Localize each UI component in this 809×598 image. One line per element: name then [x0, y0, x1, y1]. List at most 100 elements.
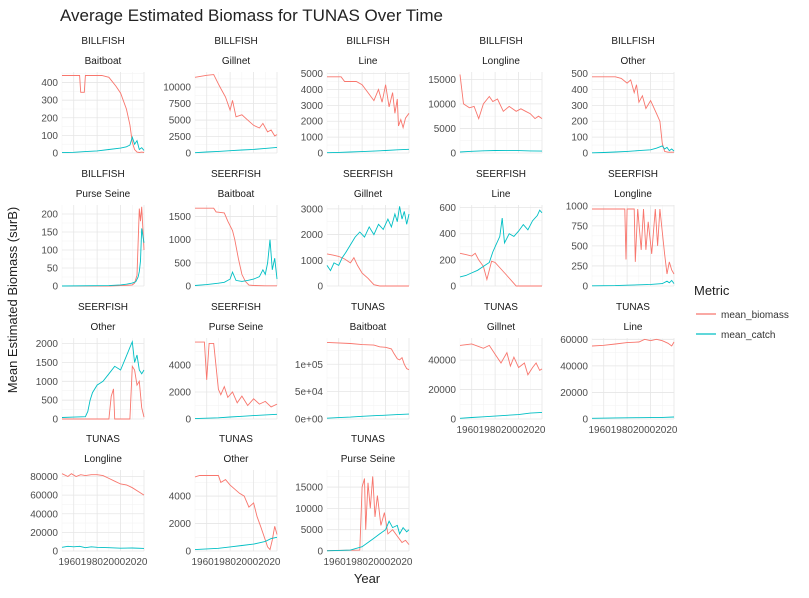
series-line-mean-catch [61, 340, 145, 418]
strip-gear-label: Other [223, 454, 249, 465]
panel-billfish-gillnet: BILLFISH Gillnet 0 2500 5000 7500 10000 [163, 36, 278, 160]
y-tick-label: 300 [41, 96, 58, 107]
y-tick-label: 1500 [169, 212, 192, 223]
y-tick-label: 20000 [428, 385, 456, 396]
y-tick-label: 40000 [30, 509, 58, 520]
panel-seerfish-line: SEERFISH Line 0 200 400 600 [439, 169, 543, 293]
y-tick-label: 500 [571, 69, 588, 80]
x-tick-labels: 1960198020002020 [589, 425, 678, 436]
series-line-mean-catch [194, 146, 278, 154]
y-tick-label: 20000 [560, 388, 588, 399]
strip-gear-label: Other [620, 56, 646, 67]
series-line-mean-catch [459, 149, 543, 153]
strip-group-label: SEERFISH [78, 302, 128, 313]
panel-tunas-gillnet: TUNAS Gillnet 0 20000 40000 1960198020002020 [428, 302, 546, 436]
strip-group-label: TUNAS [219, 434, 253, 445]
series-line-mean-biomass [326, 341, 410, 371]
strip-gear-label: Baitboat [218, 189, 255, 200]
y-tick-label: 100 [571, 133, 588, 144]
series-line-mean-biomass [459, 343, 543, 376]
y-tick-label: 2000 [169, 388, 192, 399]
series-line-mean-biomass [326, 253, 409, 287]
panel-billfish-other: BILLFISH Other 0 100 200 300 400 500 [571, 36, 675, 160]
y-tick-label: 0 [52, 415, 58, 426]
strip-gear-label: Purse Seine [209, 322, 264, 333]
panel-billfish-purse-seine: BILLFISH Purse Seine 0 50 100 150 200 [41, 169, 145, 293]
y-tick-label: 2000 [36, 339, 59, 350]
x-tick-labels: 1960198020002020 [192, 557, 281, 568]
y-tick-label: 200 [41, 210, 58, 221]
series-line-mean-catch [194, 413, 278, 420]
y-tick-label: 5000 [301, 525, 324, 536]
y-tick-label: 1000 [36, 377, 59, 388]
y-tick-label: 0 [317, 547, 323, 558]
y-tick-label: 0 [185, 149, 191, 160]
y-tick-label: 10000 [295, 504, 323, 515]
strip-group-label: BILLFISH [479, 36, 522, 47]
strip-gear-label: Baitboat [350, 322, 387, 333]
y-tick-label: 40000 [428, 356, 456, 367]
x-axis-label: Year [354, 571, 381, 586]
series-line-mean-biomass [326, 476, 410, 552]
series-line-mean-biomass [194, 74, 278, 137]
x-tick-labels: 1960198020002020 [324, 557, 413, 568]
y-tick-label: 3000 [301, 204, 324, 215]
y-tick-label: 600 [439, 203, 456, 214]
y-tick-label: 60000 [30, 491, 58, 502]
y-tick-label: 5000 [169, 116, 192, 127]
y-tick-label: 400 [41, 78, 58, 89]
y-tick-label: 2000 [301, 117, 324, 128]
legend-entry-biomass: mean_biomass [696, 310, 789, 321]
y-tick-label: 100 [41, 131, 58, 142]
y-tick-label: 0 [450, 415, 456, 426]
strip-group-label: BILLFISH [81, 36, 124, 47]
y-tick-label: 3000 [301, 101, 324, 112]
legend-label-biomass: mean_biomass [721, 310, 789, 321]
panel-billfish-baitboat: BILLFISH Baitboat 0 100 200 300 400 [41, 36, 145, 160]
x-tick-labels: 1960198020002020 [457, 425, 546, 436]
strip-group-label: SEERFISH [343, 169, 393, 180]
series-line-mean-catch [459, 209, 543, 278]
strip-gear-label: Line [624, 322, 643, 333]
series-line-mean-biomass [459, 74, 543, 120]
y-tick-label: 20000 [30, 528, 58, 539]
strip-group-label: TUNAS [86, 434, 120, 445]
series-line-mean-biomass [592, 208, 675, 275]
series-line-mean-catch [61, 135, 145, 154]
y-tick-label: 15000 [295, 483, 323, 494]
y-tick-label: 10000 [428, 99, 456, 110]
panel-grid: BILLFISH Baitboat 0 100 200 300 400 BILLFISH Gil… [30, 36, 678, 568]
series-line-mean-catch [591, 279, 675, 287]
y-tick-label: 500 [174, 258, 191, 269]
series-line-mean-biomass [591, 338, 675, 347]
strip-gear-label: Longline [482, 56, 520, 67]
y-tick-label: 0e+00 [295, 415, 324, 426]
panel-tunas-other: TUNAS Other 0 2000 4000 1960198020002020 [169, 434, 281, 568]
y-tick-label: 1000 [301, 133, 324, 144]
y-tick-label: 400 [571, 85, 588, 96]
strip-gear-label: Other [90, 322, 116, 333]
y-tick-label: 750 [571, 221, 588, 232]
y-tick-label: 40000 [560, 361, 588, 372]
strip-gear-label: Gillnet [354, 189, 383, 200]
strip-group-label: SEERFISH [608, 169, 658, 180]
y-tick-label: 0 [185, 547, 191, 558]
y-tick-label: 0 [582, 415, 588, 426]
legend-title: Metric [694, 283, 730, 298]
series-line-mean-catch [459, 411, 543, 419]
y-tick-label: 2000 [301, 230, 324, 241]
y-tick-label: 500 [41, 396, 58, 407]
y-tick-label: 2500 [169, 132, 192, 143]
series-line-mean-catch [591, 416, 675, 419]
panel-seerfish-other: SEERFISH Other 0 500 1000 1500 2000 [36, 302, 145, 426]
series-line-mean-biomass [194, 475, 278, 551]
strip-group-label: BILLFISH [214, 36, 257, 47]
y-tick-label: 7500 [169, 99, 192, 110]
y-tick-label: 150 [41, 228, 58, 239]
strip-gear-label: Purse Seine [76, 189, 131, 200]
y-tick-label: 400 [439, 229, 456, 240]
y-tick-label: 100 [41, 246, 58, 257]
series-line-mean-catch [61, 545, 145, 549]
